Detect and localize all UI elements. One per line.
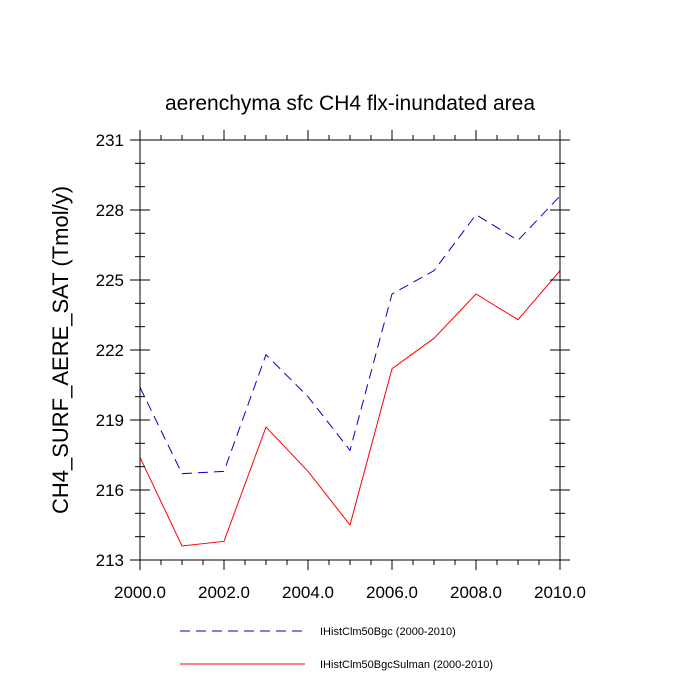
legend: IHistClm50Bgc (2000-2010) IHistClm50BgcSu…	[180, 626, 493, 671]
y-tick-label: 231	[96, 131, 124, 150]
legend-label-1: IHistClm50Bgc (2000-2010)	[320, 626, 456, 638]
plot-frame	[139, 139, 561, 561]
y-tick-label: 213	[96, 551, 124, 570]
x-tick-label: 2002.0	[198, 583, 250, 602]
y-tick-label: 225	[96, 271, 124, 290]
y-tick-label: 228	[96, 201, 124, 220]
y-tick-label: 222	[96, 341, 124, 360]
x-tick-labels: 2000.0 2002.0 2004.0 2006.0 2008.0 2010.0	[114, 583, 586, 602]
y-tick-label: 216	[96, 481, 124, 500]
series-line-1	[139, 195, 561, 475]
series-layer	[139, 195, 561, 547]
x-tick-label: 2004.0	[282, 583, 334, 602]
series-line-2	[139, 270, 561, 547]
ticks-layer	[130, 130, 570, 570]
chart-title: aerenchyma sfc CH4 flx-inundated area	[165, 92, 535, 115]
legend-label-2: IHistClm50BgcSulman (2000-2010)	[320, 659, 493, 671]
y-tick-labels: 213 216 219 222 225 228 231	[96, 131, 124, 570]
x-tick-label: 2000.0	[114, 583, 166, 602]
y-axis-label: CH4_SURF_AERE_SAT (Tmol/y)	[48, 186, 73, 514]
x-tick-label: 2006.0	[366, 583, 418, 602]
x-tick-label: 2008.0	[450, 583, 502, 602]
y-tick-label: 219	[96, 411, 124, 430]
x-tick-label: 2010.0	[534, 583, 586, 602]
